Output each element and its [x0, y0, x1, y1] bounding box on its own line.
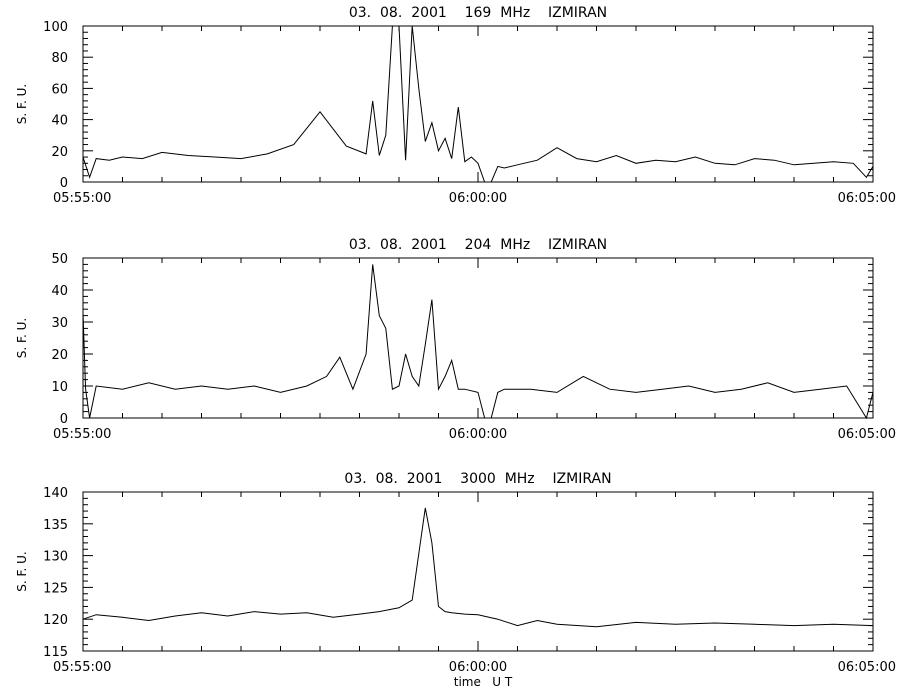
y-tick-label: 115 — [43, 645, 68, 660]
y-tick-label: 120 — [43, 613, 68, 628]
x-axis-label: time U T — [454, 675, 513, 689]
x-tick-label: 06:00:00 — [449, 427, 507, 442]
x-tick-label: 06:05:00 — [838, 191, 896, 206]
y-tick-label: 130 — [43, 550, 68, 565]
y-tick-label: 40 — [51, 114, 68, 129]
y-tick-label: 100 — [43, 20, 68, 35]
y-tick-label: 50 — [51, 252, 68, 267]
x-tick-label: 06:00:00 — [449, 191, 507, 206]
y-tick-label: 10 — [51, 380, 68, 395]
x-tick-label: 06:00:00 — [449, 660, 507, 675]
y-tick-label: 20 — [51, 348, 68, 363]
series-line — [82, 507, 874, 628]
x-tick-label: 05:55:00 — [53, 660, 111, 675]
y-tick-label: 60 — [51, 82, 68, 97]
y-tick-label: 125 — [43, 581, 68, 596]
chart-title: 03. 08. 2001 169 MHz IZMIRAN — [349, 5, 607, 21]
y-tick-label: 140 — [43, 486, 68, 501]
x-tick-label: 06:05:00 — [838, 427, 896, 442]
x-tick-label: 05:55:00 — [53, 427, 111, 442]
series-line — [82, 264, 874, 420]
y-axis-label: S. F. U. — [15, 551, 29, 591]
y-tick-label: 40 — [51, 284, 68, 299]
chart-title: 03. 08. 2001 3000 MHz IZMIRAN — [344, 471, 611, 487]
y-tick-label: 0 — [60, 412, 68, 427]
y-tick-label: 20 — [51, 145, 68, 160]
y-tick-label: 0 — [60, 176, 68, 191]
y-tick-label: 80 — [51, 51, 68, 66]
chart-title: 03. 08. 2001 204 MHz IZMIRAN — [349, 237, 607, 253]
x-tick-label: 06:05:00 — [838, 660, 896, 675]
series-line — [82, 25, 874, 183]
y-axis-label: S. F. U. — [15, 318, 29, 358]
y-axis-label: S. F. U. — [15, 84, 29, 124]
plot-frame — [82, 491, 874, 652]
y-tick-label: 135 — [43, 518, 68, 533]
x-tick-label: 05:55:00 — [53, 191, 111, 206]
y-tick-label: 30 — [51, 316, 68, 331]
